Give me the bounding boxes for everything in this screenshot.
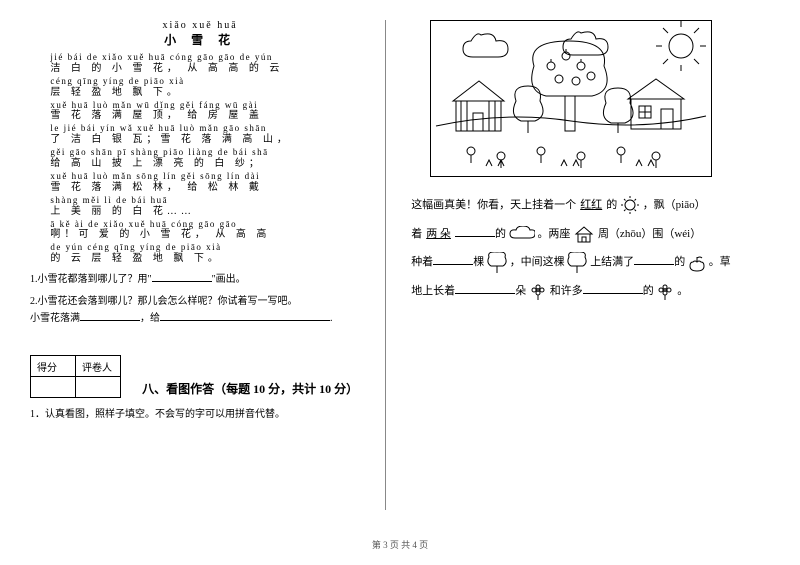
poem-py: céng qīng yíng de piāo xià bbox=[50, 76, 349, 87]
flower-icon bbox=[656, 281, 674, 301]
apple-icon bbox=[688, 254, 706, 272]
poem-py: le jié bái yín wǎ xuě huā luò mǎn gāo sh… bbox=[50, 123, 349, 134]
question-1: 1.小雪花都落到哪儿了？用" "画出。 bbox=[30, 271, 370, 288]
blank[interactable] bbox=[634, 254, 674, 265]
right-column: 这幅画真美！你看，天上挂着一个红红的 ，飘（piāo） 着两 朵的 。两座 周（… bbox=[385, 20, 740, 510]
s2a: 着 bbox=[411, 228, 422, 240]
poem-py: jié bái de xiǎo xuě huā cóng gāo gāo de … bbox=[50, 52, 349, 63]
page-footer: 第 3 页 共 4 页 bbox=[0, 538, 800, 551]
q1-pre: 1.小雪花都落到哪儿了？用" bbox=[30, 274, 152, 285]
s4a: 地上长着 bbox=[411, 285, 455, 297]
poem-py: shàng měi lì de bái huā bbox=[50, 195, 349, 206]
q2-text: 2.小雪花还会落到哪儿？那儿会怎么样呢？你试着写一写吧。 bbox=[30, 296, 298, 307]
s3a: 种着 bbox=[411, 256, 433, 268]
blank[interactable] bbox=[583, 283, 643, 294]
poem-cn: 了 洁 白 银 瓦；雪 花 落 满 高 山， bbox=[50, 134, 349, 146]
fill-sentences: 这幅画真美！你看，天上挂着一个红红的 ，飘（piāo） 着两 朵的 。两座 周（… bbox=[401, 191, 740, 305]
grader-cell[interactable] bbox=[76, 377, 121, 398]
poem-py: ā kě ài de xiǎo xuě huā cóng gāo gāo bbox=[50, 219, 349, 230]
cloud-icon bbox=[509, 226, 535, 242]
poem-cn: 雪 花 落 满 屋 顶， 给 房 屋 盖 bbox=[50, 110, 349, 122]
poem-py: xuě huā luò mǎn wū dǐng gěi fáng wū gài bbox=[50, 100, 349, 111]
poem-cn: 层 轻 盈 地 飘 下。 bbox=[50, 87, 349, 99]
poem-cn: 雪 花 落 满 松 林， 给 松 林 戴 bbox=[50, 182, 349, 194]
s2c: 。两座 bbox=[537, 228, 570, 240]
left-column: xiǎo xuě huā 小 雪 花 jié bái de xiǎo xuě h… bbox=[30, 20, 385, 510]
poem-py: de yún céng qīng yíng de piāo xià bbox=[50, 242, 349, 253]
sun-icon bbox=[620, 195, 640, 215]
q2-fill-mid: ，给 bbox=[140, 313, 160, 324]
tree-icon bbox=[567, 252, 587, 274]
blank[interactable] bbox=[80, 310, 140, 321]
flower-icon bbox=[529, 281, 547, 301]
house-icon bbox=[573, 224, 595, 244]
s3d: 上结满了 bbox=[590, 256, 634, 268]
scene-svg bbox=[431, 21, 711, 176]
scene-picture bbox=[430, 20, 712, 177]
score-label: 得分 bbox=[31, 356, 76, 377]
s4b: 朵 bbox=[515, 285, 526, 297]
poem-cn: 的 云 层 轻 盈 地 飘 下。 bbox=[50, 253, 349, 265]
s1c: ，飘（piāo） bbox=[643, 199, 706, 211]
poem-cn: 洁 白 的 小 雪 花， 从 高 高 的 云 bbox=[50, 63, 349, 75]
poem-block: jié bái de xiǎo xuě huā cóng gāo gāo de … bbox=[50, 52, 349, 265]
s1b: 的 bbox=[606, 199, 617, 211]
s3e: 的 bbox=[674, 256, 685, 268]
example-word: 红红 bbox=[576, 199, 606, 211]
score-table: 得分 评卷人 bbox=[30, 355, 121, 398]
poem-py: gěi gāo shān pī shàng piāo liàng de bái … bbox=[50, 147, 349, 158]
blank[interactable] bbox=[455, 283, 515, 294]
s1a: 这幅画真美！你看，天上挂着一个 bbox=[411, 199, 576, 211]
s3b: 棵 bbox=[473, 256, 484, 268]
s2d: 周（zhōu）围（wéi） bbox=[598, 228, 701, 240]
q2-fill-pre: 小雪花落满 bbox=[30, 313, 80, 324]
tree-icon bbox=[487, 252, 507, 274]
title-pinyin: xiǎo xuě huā bbox=[30, 20, 370, 31]
grader-label: 评卷人 bbox=[76, 356, 121, 377]
s4d: 的 bbox=[643, 285, 654, 297]
question-2: 2.小雪花还会落到哪儿？那儿会怎么样呢？你试着写一写吧。 小雪花落满，给. bbox=[30, 294, 370, 327]
poem-cn: 啊！可 爱 的 小 雪 花， 从 高 高 bbox=[50, 229, 349, 241]
blank[interactable] bbox=[160, 310, 330, 321]
blank[interactable] bbox=[152, 271, 212, 282]
poem-cn: 给 高 山 披 上 漂 亮 的 白 纱； bbox=[50, 158, 349, 170]
instruction: 1．认真看图，照样子填空。不会写的字可以用拼音代替。 bbox=[30, 405, 370, 420]
section-title: 八、看图作答（每题 10 分，共计 10 分） bbox=[130, 380, 370, 397]
q1-post: "画出。 bbox=[212, 274, 246, 285]
blank[interactable] bbox=[455, 226, 495, 237]
score-cell[interactable] bbox=[31, 377, 76, 398]
example-word: 两 朵 bbox=[422, 228, 455, 240]
s4c: 和许多 bbox=[550, 285, 583, 297]
s4e: 。 bbox=[677, 285, 688, 297]
blank[interactable] bbox=[433, 254, 473, 265]
s2b: 的 bbox=[495, 228, 506, 240]
s3c: ，中间这棵 bbox=[510, 256, 565, 268]
title-cn: 小 雪 花 bbox=[30, 31, 370, 48]
poem-py: xuě huā luò mǎn sōng lín gěi sōng lín dà… bbox=[50, 171, 349, 182]
s3f: 。草 bbox=[709, 256, 731, 268]
poem-cn: 上 美 丽 的 白 花…… bbox=[50, 206, 349, 218]
